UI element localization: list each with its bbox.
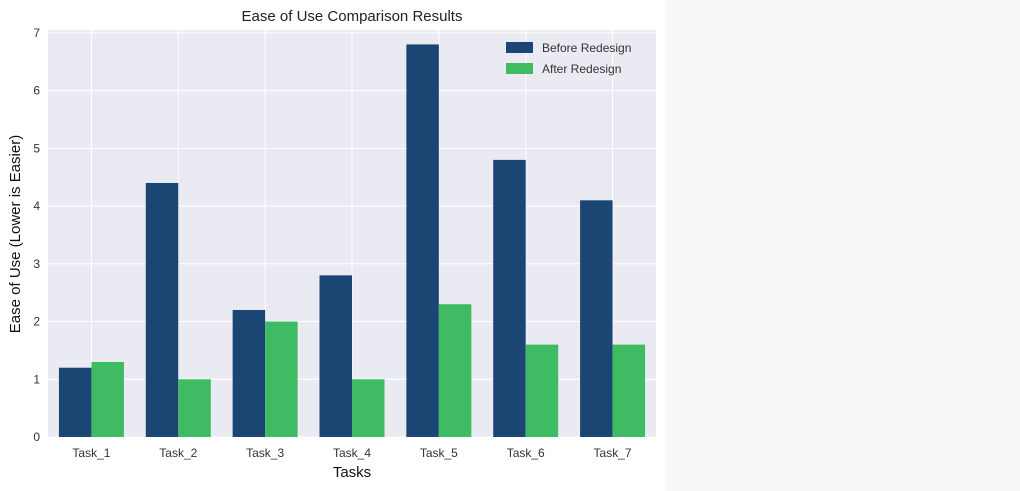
y-axis-label: Ease of Use (Lower is Easier) (7, 135, 24, 333)
y-tick-label: 6 (33, 84, 40, 98)
legend-swatch-before-redesign (506, 42, 533, 53)
x-tick-label: Task_4 (333, 446, 371, 460)
x-axis-ticks: Task_1 Task_2 Task_3 Task_4 Task_5 Task_6 Task… (72, 446, 631, 460)
x-tick-label: Task_3 (246, 446, 284, 460)
bar-after-redesign-task-6 (525, 344, 559, 437)
bar-before-redesign-task-1 (58, 367, 92, 437)
x-tick-label: Task_1 (72, 446, 110, 460)
bar-after-redesign-task-2 (178, 379, 211, 437)
blank-side-panel (665, 0, 1020, 491)
y-tick-label: 3 (33, 257, 40, 271)
y-tick-label: 5 (33, 141, 40, 155)
legend-label-after-redesign: After Redesign (542, 62, 621, 76)
bar-before-redesign-task-6 (493, 159, 526, 437)
legend-label-before-redesign: Before Redesign (542, 41, 631, 55)
bar-before-redesign-task-5 (406, 44, 439, 438)
y-tick-label: 1 (33, 372, 40, 386)
bar-after-redesign-task-7 (612, 344, 646, 437)
bar-before-redesign-task-3 (232, 309, 266, 437)
y-tick-label: 2 (33, 315, 40, 329)
x-tick-label: Task_5 (420, 446, 458, 460)
bar-before-redesign-task-4 (319, 275, 352, 437)
bar-after-redesign-task-5 (438, 304, 472, 437)
x-tick-label: Task_7 (594, 446, 632, 460)
y-tick-label: 7 (33, 26, 40, 40)
bar-after-redesign-task-1 (91, 361, 124, 437)
y-axis-ticks: 0 1 2 3 4 5 6 7 (33, 26, 40, 444)
x-tick-label: Task_2 (159, 446, 197, 460)
y-tick-label: 0 (33, 430, 40, 444)
y-tick-label: 4 (33, 199, 40, 213)
chart-title: Ease of Use Comparison Results (242, 8, 463, 25)
bars (58, 44, 646, 438)
legend: Before Redesign After Redesign (506, 41, 631, 76)
bar-before-redesign-task-7 (580, 200, 613, 437)
x-axis-label: Tasks (333, 464, 371, 481)
legend-swatch-after-redesign (506, 63, 533, 74)
bar-before-redesign-task-2 (145, 182, 179, 437)
x-tick-label: Task_6 (507, 446, 545, 460)
bar-after-redesign-task-3 (265, 321, 298, 437)
bar-after-redesign-task-4 (352, 379, 385, 437)
